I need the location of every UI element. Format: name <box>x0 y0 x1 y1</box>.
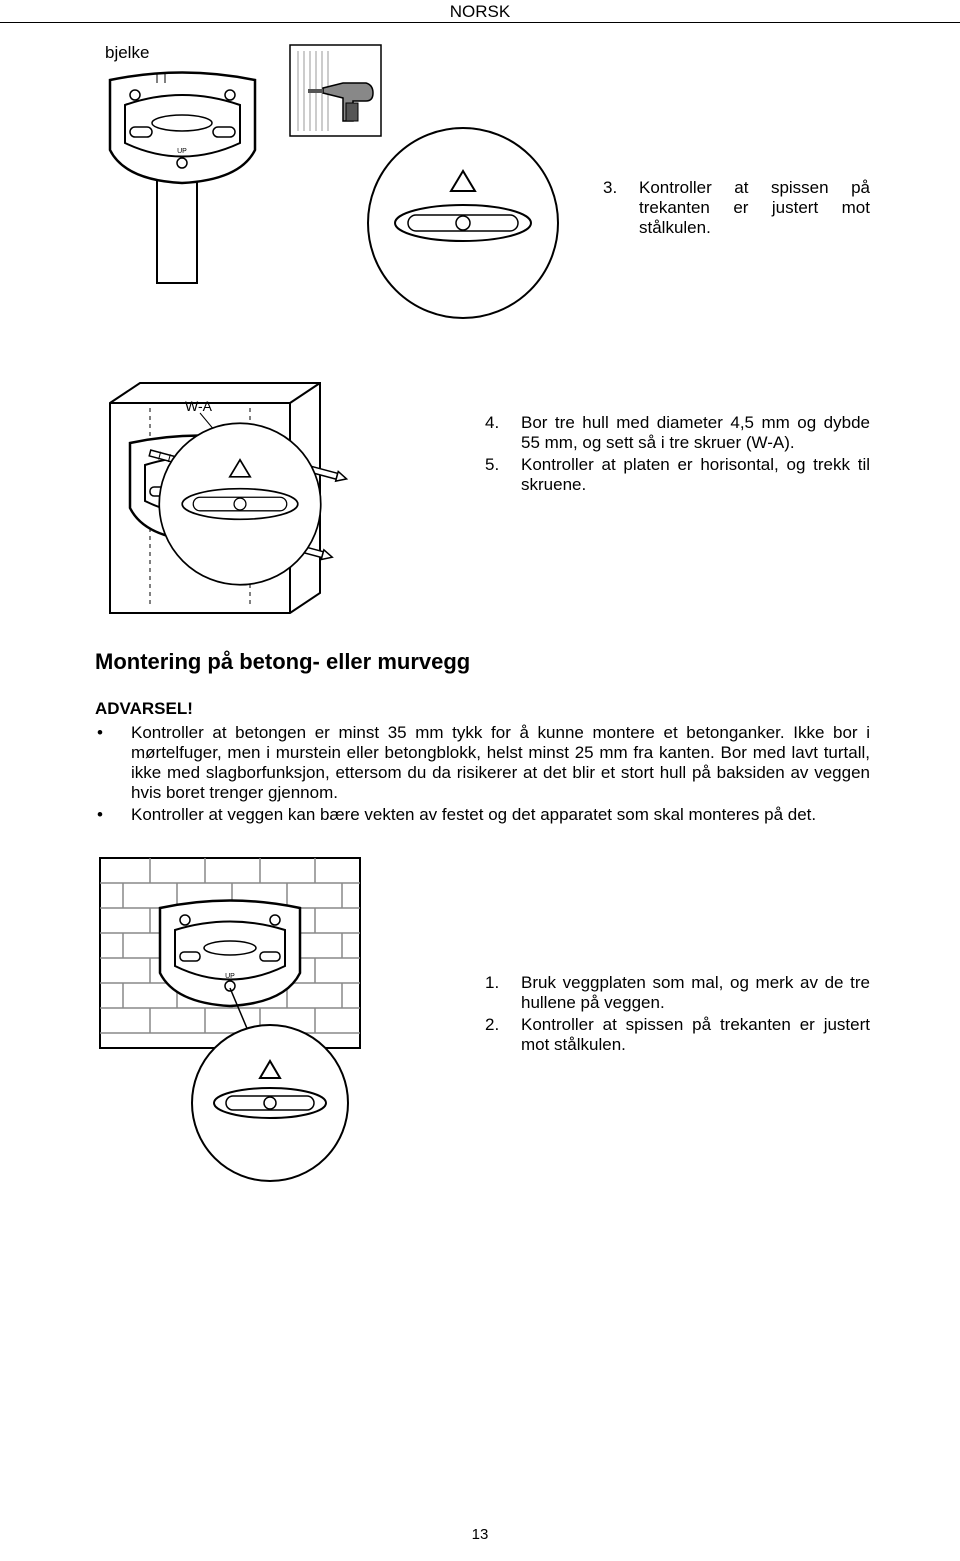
step4-num: 4. <box>485 413 521 453</box>
bullet-marker: • <box>95 805 131 825</box>
svg-text:UP: UP <box>225 973 235 980</box>
figure-bracket-top: bjelke UP <box>95 43 270 285</box>
section2-title: Montering på betong- eller murvegg <box>95 649 870 675</box>
step2b-body: Kontroller at spissen på trekanten er ju… <box>521 1015 870 1055</box>
steps45-text: 4. Bor tre hull med diameter 4,5 mm og d… <box>485 413 870 497</box>
page-content: bjelke UP <box>0 43 960 1183</box>
step4-body: Bor tre hull med diameter 4,5 mm og dybd… <box>521 413 870 453</box>
step3-text: 3. Kontroller at spissen på trekanten er… <box>603 178 870 240</box>
step3-body: Kontroller at spissen på trekanten er ju… <box>639 178 870 238</box>
row-step45: UP <box>95 373 870 589</box>
row-brick: UP 1. Bruk veggplaten som mal, og merk a… <box>95 853 870 1183</box>
bullet2-text: Kontroller at veggen kan bære vekten av … <box>131 805 870 825</box>
bullet-marker: • <box>95 723 131 803</box>
step1b-body: Bruk veggplaten som mal, og merk av de t… <box>521 973 870 1013</box>
row-step3: bjelke UP <box>95 43 870 323</box>
sphere-detail-1 <box>363 123 563 323</box>
header-rule <box>50 22 910 23</box>
step2b-num: 2. <box>485 1015 521 1055</box>
figure-wa-block: UP <box>95 373 355 589</box>
steps12b-text: 1. Bruk veggplaten som mal, og merk av d… <box>485 973 870 1057</box>
warning-bullets: •Kontroller at betongen er minst 35 mm t… <box>95 723 870 825</box>
svg-text:UP: UP <box>177 148 187 155</box>
step5-num: 5. <box>485 455 521 495</box>
step3-num: 3. <box>603 178 639 238</box>
bullet1-text: Kontroller at betongen er minst 35 mm ty… <box>131 723 870 803</box>
bracket-top-svg: UP <box>95 65 270 285</box>
page-header-lang: NORSK <box>0 0 960 23</box>
page-number: 13 <box>0 1526 960 1543</box>
step5-body: Kontroller at platen er horisontal, og t… <box>521 455 870 495</box>
label-bjelke: bjelke <box>105 43 270 63</box>
warning-label: ADVARSEL! <box>95 699 870 719</box>
label-wa: W-A <box>185 398 445 414</box>
figure-brick-wall: UP <box>95 853 365 1183</box>
step1b-num: 1. <box>485 973 521 1013</box>
